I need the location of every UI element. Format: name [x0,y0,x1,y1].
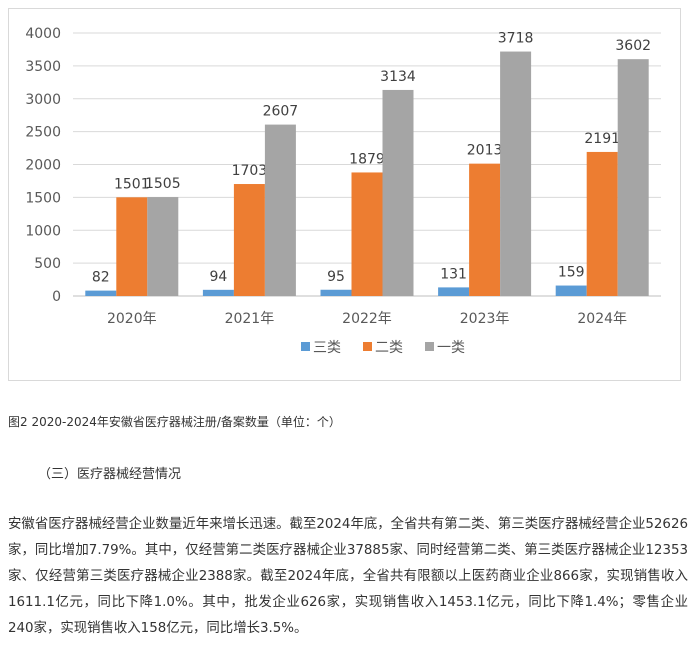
data-label: 82 [92,270,110,286]
data-label: 2607 [263,104,299,120]
y-tick-label: 500 [34,256,61,272]
bar [320,289,352,296]
figure-caption: 图2 2020-2024年安徽省医疗器械注册/备案数量（单位：个） [8,415,341,429]
y-tick-label: 3500 [25,59,61,75]
bar [233,184,265,296]
data-label: 3602 [615,38,651,54]
x-tick-label: 2020年 [107,311,157,327]
bar [617,59,649,296]
legend-swatch [425,342,434,351]
legend-label: 一类 [437,340,465,356]
data-label: 159 [558,265,585,281]
legend-swatch [363,342,372,351]
bar-chart: 0500100015002000250030003500400082150115… [25,26,661,356]
y-tick-label: 1000 [25,223,61,239]
bar [500,51,532,296]
data-label: 2013 [467,143,503,159]
y-tick-label: 4000 [25,26,61,42]
data-label: 95 [327,269,345,285]
body-paragraph: 安徽省医疗器械经营企业数量近年来增长迅速。截至2024年底，全省共有第二类、第三… [8,517,688,636]
data-label: 1505 [145,176,181,192]
bar [85,290,117,296]
bar [351,172,383,296]
bar [147,197,179,296]
bar [116,197,148,296]
data-label: 1879 [349,151,385,167]
bar [202,289,234,296]
legend-label: 三类 [313,340,341,356]
bar [438,287,470,296]
x-tick-label: 2022年 [342,311,392,327]
section-heading: （三）医疗器械经营情况 [38,467,182,482]
chart-container: 0 500 1000 1500 2000 2500 3000 3500 4000 82 1501 15… [8,8,681,381]
bar [469,163,501,296]
y-tick-label: 0 [52,289,61,305]
x-tick-label: 2021年 [225,311,275,327]
bar [555,285,587,296]
data-label: 1703 [232,163,268,179]
data-label: 131 [440,266,467,282]
legend-swatch [301,342,310,351]
bar [586,151,618,296]
y-tick-label: 2000 [25,158,61,174]
data-label: 3134 [380,69,416,85]
x-tick-label: 2023年 [460,311,510,327]
data-label: 94 [209,269,227,285]
bar [264,124,296,296]
x-tick-label: 2024年 [577,311,627,327]
y-tick-label: 1500 [25,190,61,206]
data-label: 3718 [498,31,534,47]
y-tick-label: 2500 [25,125,61,141]
legend-label: 二类 [375,340,403,356]
bar [382,89,414,296]
data-label: 2191 [584,131,620,147]
y-tick-label: 3000 [25,92,61,108]
data-label: 1501 [114,176,150,192]
